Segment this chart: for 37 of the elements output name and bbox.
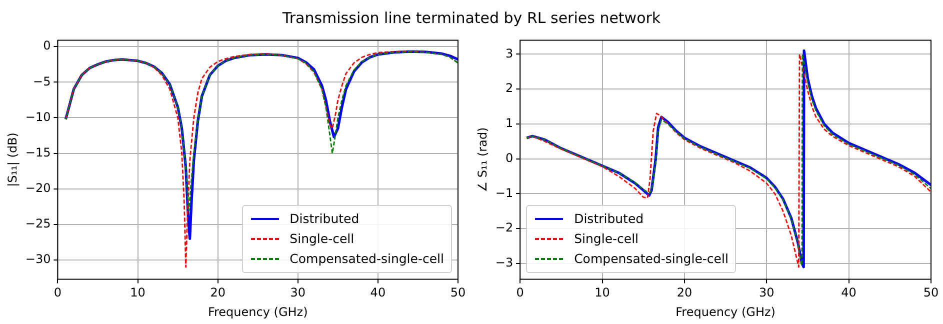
y-tick-label: −30 [25,252,51,266]
y-tick-label: 0 [43,38,51,53]
y-tick-label: −15 [25,145,51,160]
y-axis-title: |S₁₁| (dB) [5,132,20,187]
x-tick-label: 30 [758,286,774,300]
x-tick-label: 0 [516,286,524,300]
x-tick-label: 40 [370,286,386,300]
y-axis-title: ∠ S₁₁ (rad) [475,127,490,192]
legend-label: Single-cell [290,230,354,248]
x-tick-label: 50 [450,286,466,300]
legend-label: Single-cell [574,230,639,248]
y-tick-label: 0 [505,150,514,165]
y-tick-label: −25 [25,216,51,231]
legend-label: Compensated-single-cell [574,250,728,268]
x-tick-label: 0 [54,286,62,300]
x-tick-label: 20 [676,286,692,300]
chart-title: Transmission line terminated by RL series network [281,8,662,29]
legend-label: Distributed [290,210,360,228]
x-axis-title: Frequency (GHz) [676,304,776,319]
x-tick-label: 40 [841,286,856,300]
x-tick-label: 50 [923,286,939,300]
x-axis-title: Frequency (GHz) [208,304,308,319]
y-tick-label: −20 [25,180,51,195]
x-tick-label: 10 [130,286,146,300]
x-tick-label: 30 [290,286,306,300]
y-tick-label: −1 [495,186,514,200]
legend-label: Distributed [574,210,644,228]
y-tick-label: 2 [505,81,514,96]
y-tick-label: −5 [33,74,51,88]
y-tick-label: −10 [25,110,51,124]
y-tick-label: −2 [495,220,514,235]
x-tick-label: 10 [594,286,610,300]
y-tick-label: 3 [505,46,514,60]
legend-label: Compensated-single-cell [290,250,444,268]
y-tick-label: −3 [495,256,514,270]
x-tick-label: 20 [210,286,226,300]
y-tick-label: 1 [505,116,514,130]
